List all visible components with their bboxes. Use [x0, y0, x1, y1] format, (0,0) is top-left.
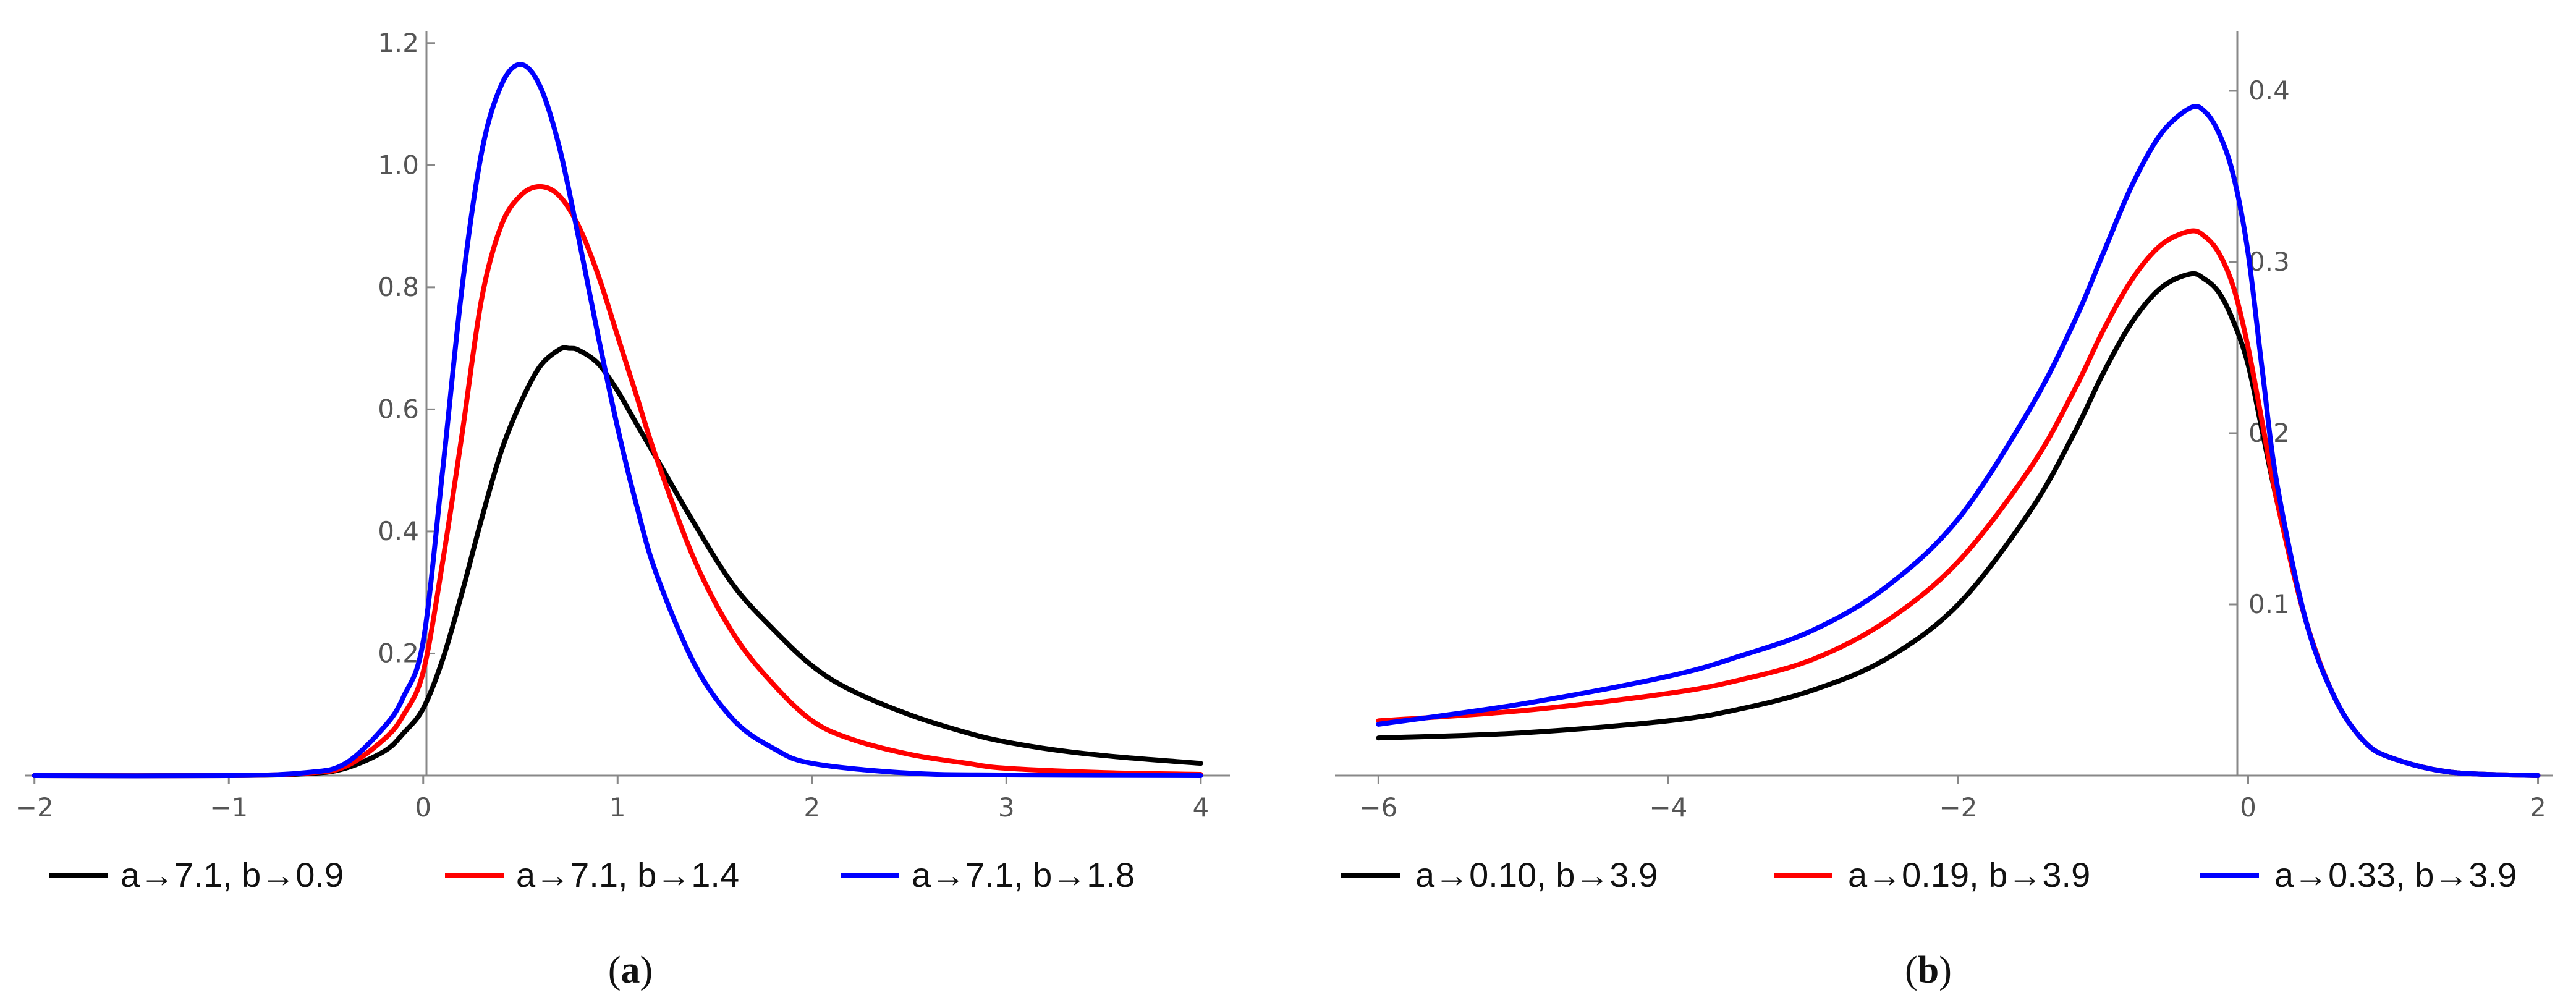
- y-tick-label-b-2: 0.3: [2248, 247, 2290, 277]
- legend-b: a→0.10, b→3.9 a→0.19, b→3.9 a→0.33, b→3.9: [1341, 855, 2517, 894]
- legend-item-b-2: a→0.33, b→3.9: [2200, 855, 2517, 894]
- legend-label-b-0: a→0.10, b→3.9: [1415, 855, 1658, 894]
- y-tick-label-a-2: 0.6: [378, 394, 419, 424]
- x-tick-label-a-5: 3: [998, 792, 1015, 823]
- legend-item-a-0: a→7.1, b→0.9: [49, 855, 344, 894]
- ticks-a: −2 −1 0 1 2 3 4 0.2 0.4 0.6 0.8 1.0 1.2: [15, 28, 1209, 823]
- y-tick-label-a-5: 1.2: [378, 28, 419, 58]
- x-tick-label-a-6: 4: [1192, 792, 1209, 823]
- series-line-b-1: [1376, 228, 2541, 778]
- x-tick-label-a-0: −2: [15, 792, 54, 823]
- y-tick-label-a-1: 0.4: [378, 516, 419, 546]
- y-tick-label-a-4: 1.0: [378, 150, 419, 180]
- panel-label-a: (a): [608, 949, 653, 991]
- x-tick-label-a-4: 2: [803, 792, 820, 823]
- series-line-b-2: [1376, 103, 2541, 778]
- y-tick-label-a-0: 0.2: [378, 638, 419, 668]
- x-tick-label-b-0: −6: [1359, 792, 1397, 823]
- x-tick-label-b-2: −2: [1939, 792, 1977, 823]
- legend-item-b-1: a→0.19, b→3.9: [1774, 855, 2090, 894]
- x-tick-label-b-1: −4: [1649, 792, 1687, 823]
- x-tick-label-b-3: 0: [2240, 792, 2256, 823]
- x-tick-label-a-1: −1: [210, 792, 248, 823]
- chart-panel-b: −6 −4 −2 0 20.10.20.30.4 a→0.10, b→3.9 a→0.19…: [1335, 31, 2553, 991]
- legend-label-a-2: a→7.1, b→1.8: [912, 855, 1135, 894]
- y-tick-label-b-0: 0.1: [2248, 589, 2290, 619]
- y-tick-label-b-3: 0.4: [2248, 75, 2290, 106]
- legend-label-b-1: a→0.19, b→3.9: [1848, 855, 2090, 894]
- panel-label-b-letter: b: [1918, 949, 1939, 991]
- series-line-a-1: [32, 184, 1203, 779]
- legend-label-a-0: a→7.1, b→0.9: [121, 855, 344, 894]
- x-tick-label-b-4: 2: [2530, 792, 2546, 823]
- chart-panel-a: −2 −1 0 1 2 3 4 0.2 0.4 0.6 0.8 1.0 1.2 a→7.1, b→0.9…: [15, 28, 1230, 991]
- series-a: [32, 62, 1203, 779]
- legend-a: a→7.1, b→0.9 a→7.1, b→1.4 a→7.1, b→1.8: [49, 855, 1135, 894]
- legend-item-a-2: a→7.1, b→1.8: [841, 855, 1135, 894]
- series-line-a-2: [32, 62, 1203, 779]
- legend-item-a-1: a→7.1, b→1.4: [445, 855, 739, 894]
- series-b: [1376, 103, 2541, 778]
- legend-label-a-1: a→7.1, b→1.4: [516, 855, 739, 894]
- x-tick-label-a-3: 1: [609, 792, 626, 823]
- legend-item-b-0: a→0.10, b→3.9: [1341, 855, 1658, 894]
- y-tick-label-a-3: 0.8: [378, 272, 419, 302]
- series-line-a-0: [32, 345, 1203, 779]
- panel-label-a-letter: a: [621, 949, 640, 991]
- legend-label-b-2: a→0.33, b→3.9: [2274, 855, 2517, 894]
- x-tick-label-a-2: 0: [415, 792, 431, 823]
- panel-label-b: (b): [1905, 949, 1952, 991]
